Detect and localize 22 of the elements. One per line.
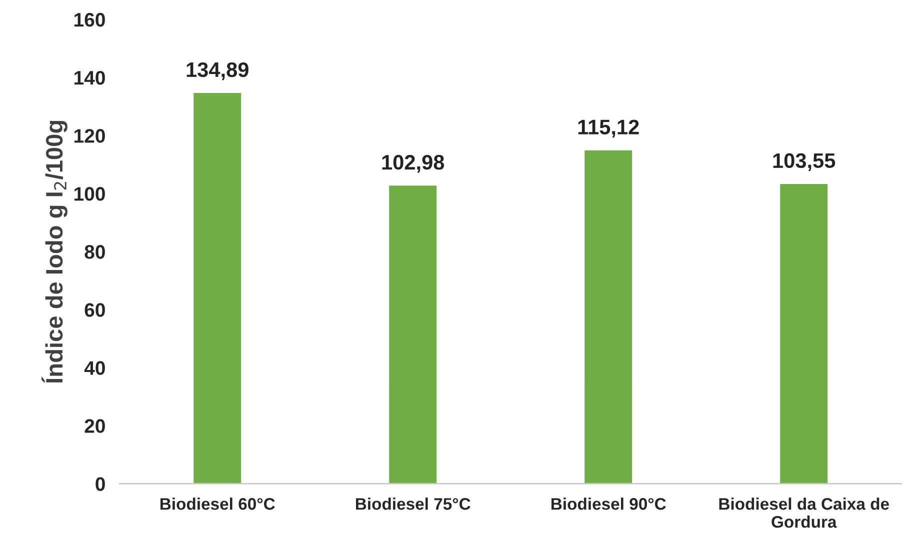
data-label: 115,12 (578, 120, 639, 138)
y-tick-label: 60 (84, 303, 105, 317)
x-tick-label: Biodiesel da Caixa de Gordura (719, 498, 889, 528)
y-tick-label: 40 (84, 361, 105, 375)
bar (388, 184, 438, 484)
y-tick-label: 80 (84, 245, 105, 259)
y-tick-label: 100 (74, 187, 105, 201)
y-tick-label: 120 (74, 128, 105, 143)
data-label: 102,98 (382, 154, 444, 173)
x-tick-label: Biodiesel 90°C (551, 498, 666, 510)
x-tick-label: Biodiesel 60°C (160, 498, 275, 510)
bar (778, 182, 829, 484)
y-axis-title: Índice de Iodo g I$_{2}$/100g (42, 120, 68, 383)
data-label: 134,89 (186, 62, 248, 80)
y-tick-label: 140 (74, 70, 105, 85)
bar (192, 92, 242, 484)
y-tick-label: 0 (96, 477, 105, 491)
x-tick-label: Biodiesel 75°C (356, 498, 470, 510)
data-label: 103,55 (773, 153, 836, 172)
y-tick-label: 20 (84, 419, 105, 433)
bar (583, 148, 634, 484)
y-tick-label: 160 (74, 12, 105, 27)
